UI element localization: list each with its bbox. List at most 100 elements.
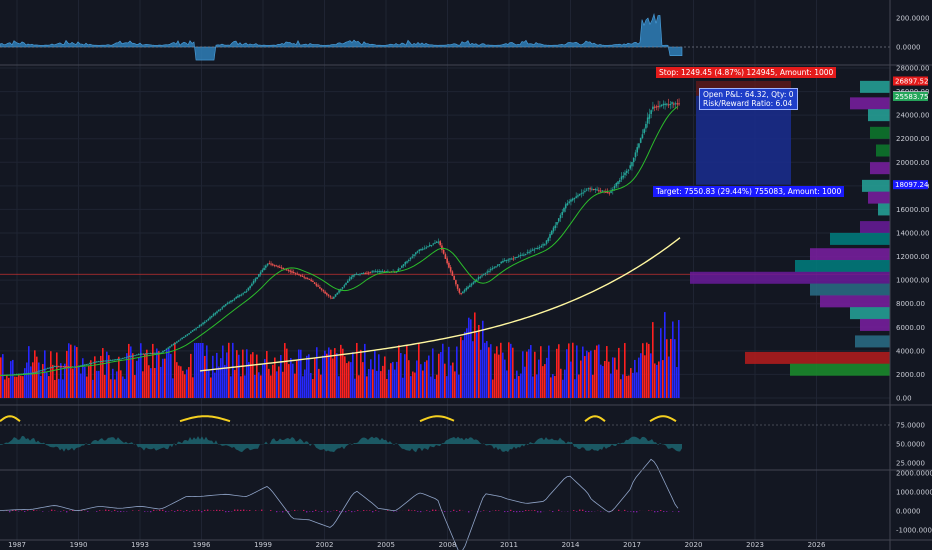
candle-body (552, 227, 555, 232)
macd-histogram-bar (12, 510, 14, 511)
volume-bar (578, 374, 580, 398)
candle-body (261, 269, 264, 273)
macd-histogram-bar (159, 509, 161, 511)
candle-body (624, 172, 626, 176)
candle-body (338, 290, 340, 293)
candle-body (249, 286, 251, 289)
candle-body (533, 249, 536, 251)
candle-body (149, 352, 152, 354)
volume-bar (2, 354, 4, 398)
candle-body (174, 343, 176, 345)
volume-bar (380, 371, 382, 398)
volume-bar (646, 342, 648, 398)
macd-histogram-bar (537, 511, 539, 513)
candle-body (34, 371, 37, 373)
candle-body (421, 248, 424, 250)
candle-body (235, 296, 237, 299)
macd-histogram-bar (480, 511, 482, 512)
candle-body (416, 251, 419, 253)
volume-bar (266, 350, 268, 398)
volume-bar (518, 376, 520, 398)
candle-body (596, 189, 598, 191)
candle-body (190, 331, 192, 333)
candle-body (439, 241, 441, 246)
candle-body (172, 343, 175, 346)
volume-bar (192, 377, 194, 398)
volume-bar (560, 368, 562, 398)
volume-bar (432, 348, 434, 398)
macd-histogram-bar (144, 511, 146, 512)
candle-body (381, 271, 384, 273)
stop-label[interactable]: Stop: 1249.45 (4.87%) 124945, Amount: 10… (656, 67, 837, 78)
macd-histogram-bar (198, 509, 200, 511)
volume-bar (96, 370, 98, 398)
candle-body (113, 359, 115, 361)
volume-bar (634, 359, 636, 398)
price-tick-label: 24000.00 (896, 112, 929, 120)
volume-bar (610, 373, 612, 398)
candle-body (38, 370, 40, 372)
macd-histogram-bar (51, 509, 53, 511)
macd-histogram-bar (81, 510, 83, 511)
candle-body (481, 275, 483, 277)
volume-bar (62, 379, 64, 398)
candle-body (160, 352, 163, 354)
candle-body (413, 254, 415, 256)
candle-body (634, 152, 637, 158)
macd-histogram-bar (342, 511, 344, 512)
candle-body (315, 283, 318, 286)
volume-bar (320, 374, 322, 398)
candle-body (448, 262, 450, 268)
volume-bar (638, 357, 640, 398)
macd-histogram-bar (489, 511, 491, 512)
candle-body (418, 249, 421, 252)
volume-bar (436, 374, 438, 398)
candle-body (282, 268, 285, 270)
target-label[interactable]: Target: 7550.83 (29.44%) 755083, Amount:… (653, 186, 845, 197)
volume-bar (280, 355, 282, 398)
candle-body (571, 198, 574, 201)
volume-bar (450, 365, 452, 398)
candle-body (242, 293, 244, 295)
top-indicator-area (0, 12, 683, 61)
candle-body (442, 249, 445, 254)
macd-histogram-bar (87, 511, 89, 512)
candle-body (197, 326, 199, 328)
candle-body (66, 366, 68, 368)
candle-body (184, 335, 187, 337)
candle-body (458, 288, 461, 293)
volume-bar (494, 353, 496, 398)
macd-histogram-bar (174, 511, 176, 512)
candle-body (437, 241, 440, 243)
candle-body (561, 212, 564, 215)
candle-body (404, 262, 407, 265)
rsi-overbought-line (0, 415, 21, 422)
candle-body (48, 367, 51, 369)
candle-body (669, 104, 672, 106)
candle-body (177, 340, 180, 342)
volume-bar (244, 375, 246, 398)
candle-body (589, 188, 591, 190)
candle-body (441, 245, 443, 251)
macd-histogram-bar (372, 511, 374, 513)
candle-body (606, 192, 609, 194)
candle-body (162, 351, 164, 353)
macd-histogram-bar (657, 511, 659, 513)
candle-body (434, 242, 436, 244)
candle-body (115, 359, 117, 361)
macd-histogram-bar (525, 510, 527, 511)
time-axis[interactable]: 1987 1990 1993 1996 1999 2002 2005 2008 2011 2014… (8, 541, 826, 549)
pnl-box[interactable]: Open P&L: 64.32, Qty: 0 Risk/Reward Rati… (699, 88, 798, 110)
candle-body (599, 190, 602, 192)
volume-bar (404, 354, 406, 398)
profile-bar (868, 109, 890, 122)
candle-body (120, 358, 122, 360)
macd-histogram-bar (627, 511, 629, 512)
volume-bar (292, 363, 294, 398)
candle-body (505, 259, 508, 261)
volume-bar (140, 343, 142, 398)
price-tick-label: 16000.00 (896, 206, 929, 214)
candle-body (444, 254, 447, 259)
macd-histogram-bar (132, 510, 134, 511)
